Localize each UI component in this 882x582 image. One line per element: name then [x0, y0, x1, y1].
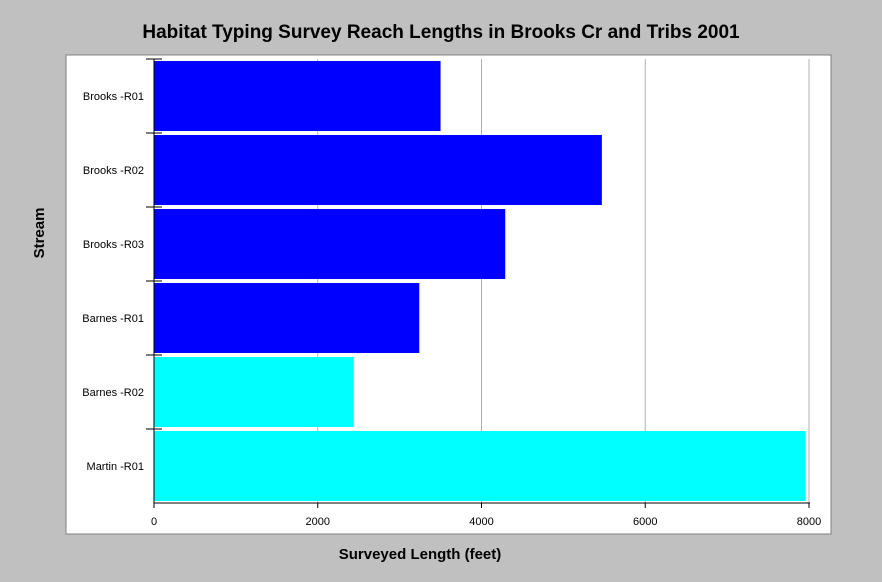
x-tick-label-2: 4000	[469, 516, 493, 528]
category-label-4: Barnes -R02	[82, 387, 144, 399]
x-tick-label-4: 8000	[797, 516, 821, 528]
x-tick-labels: 0 2000 4000 6000 8000	[151, 516, 821, 528]
x-tick-label-3: 6000	[633, 516, 657, 528]
bar-4	[154, 357, 354, 427]
bar-3	[154, 283, 420, 353]
bar-1	[154, 135, 602, 205]
x-tick-label-1: 2000	[306, 516, 330, 528]
grid-lines	[317, 59, 810, 503]
bar-5	[154, 431, 806, 501]
x-tick-label-0: 0	[151, 516, 157, 528]
y-axis-title: Stream	[31, 208, 48, 259]
category-label-3: Barnes -R01	[82, 313, 144, 325]
category-label-2: Brooks -R03	[83, 239, 144, 251]
category-label-1: Brooks -R02	[83, 165, 144, 177]
axes	[146, 58, 810, 508]
bar-group	[154, 61, 806, 501]
category-label-0: Brooks -R01	[83, 91, 144, 103]
x-axis-title: Surveyed Length (feet)	[339, 546, 502, 563]
bar-2	[154, 209, 506, 279]
chart-title: Habitat Typing Survey Reach Lengths in B…	[142, 22, 740, 43]
bar-0	[154, 61, 441, 131]
category-label-5: Martin -R01	[87, 461, 144, 473]
y-category-labels: Brooks -R01 Brooks -R02 Brooks -R03 Barnes …	[82, 91, 144, 473]
